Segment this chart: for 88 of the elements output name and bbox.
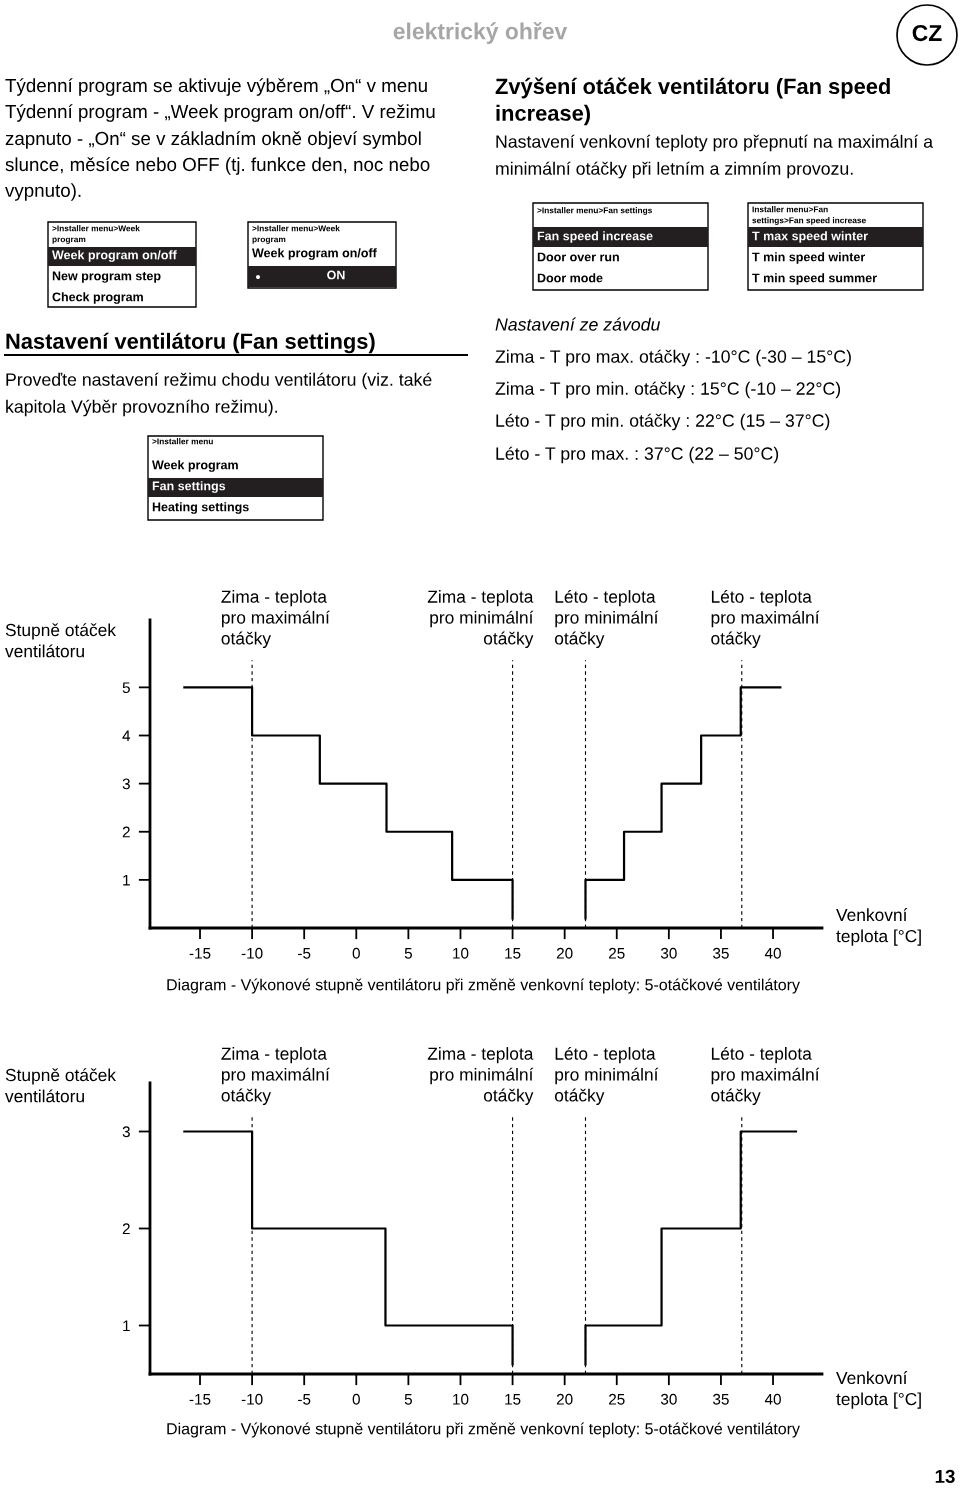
text: Fan settings xyxy=(152,481,226,493)
x-tick-label: 20 xyxy=(556,947,573,959)
text: slunce, měsíce nebo OFF (tj. funkce den, noc nebo xyxy=(5,157,430,175)
y-axis-title: Stupně otáček ventilátoru xyxy=(5,1068,117,1103)
text: minimální otáčky při letním a zimním provozu. xyxy=(496,161,853,179)
text: elektrický ohřev xyxy=(393,22,568,44)
ref-line-label: Léto - teplota pro maximální otáčky xyxy=(711,1046,820,1105)
x-tick-label: -5 xyxy=(298,948,311,959)
x-tick-label: 5 xyxy=(404,948,412,959)
text: Proveďte nastavení režimu chodu ventilátoru (viz. také xyxy=(6,372,432,390)
y-tick-label: 2 xyxy=(122,826,130,838)
x-tick-label: -10 xyxy=(241,1393,263,1405)
text: Installer menu>Fan xyxy=(752,206,828,213)
text: Week program xyxy=(152,460,238,472)
ref-line-label: Zima - teplota pro minimální otáčky xyxy=(427,590,534,648)
ref-line-label: Zima - teplota pro minimální otáčky xyxy=(427,1047,534,1105)
ref-line-label: Zima - teplota pro maximální otáčky xyxy=(221,1047,330,1105)
text: New program step xyxy=(52,271,161,283)
text: >Installer menu xyxy=(152,438,213,445)
y-tick-label: 2 xyxy=(122,1223,130,1235)
text: increase) xyxy=(496,104,590,126)
text: vypnuto). xyxy=(5,183,81,201)
x-tick-label: 15 xyxy=(505,948,521,959)
y-tick-label: 3 xyxy=(122,1126,130,1138)
text: Check program xyxy=(52,292,143,304)
text: T max speed winter xyxy=(752,231,868,243)
y-tick-label: 5 xyxy=(122,682,130,694)
text: >Installer menu>Fan settings xyxy=(537,207,652,215)
x-tick-label: -10 xyxy=(241,947,263,959)
text: Nastavení venkovní teploty pro přepnutí na maximální a xyxy=(496,134,934,152)
y-tick-label: 1 xyxy=(123,1320,130,1332)
x-tick-label: 5 xyxy=(404,1394,412,1405)
ref-line-label: Léto - teplota pro minimální otáčky xyxy=(554,1046,659,1105)
x-tick-label: 15 xyxy=(505,1394,521,1405)
x-tick-label: 25 xyxy=(609,947,625,959)
text: Léto - T pro max. : 37°C (22 – 50°C) xyxy=(496,446,779,464)
x-tick-label: 30 xyxy=(660,1393,677,1405)
ref-line-label: Léto - teplota pro maximální otáčky xyxy=(711,589,820,648)
y-tick-label: 4 xyxy=(122,730,131,742)
y-tick-label: 1 xyxy=(123,874,130,886)
x-tick-label: 0 xyxy=(352,1393,360,1405)
x-tick-label: 40 xyxy=(764,947,781,959)
x-axis-title: Venkovní teplota [°C] xyxy=(836,908,921,946)
text: Zima - T pro min. otáčky : 15°C (-10 – 22°C) xyxy=(495,381,841,399)
text: kapitola Výběr provozního režimu). xyxy=(6,399,278,417)
text: Léto - T pro min. otáčky : 22°C (15 – 37°C) xyxy=(496,413,830,431)
x-tick-label: -15 xyxy=(189,948,211,959)
text: >Installer menu>Week xyxy=(52,225,140,232)
text: Zima - T pro max. otáčky : -10°C (-30 – 15°C) xyxy=(495,349,851,367)
text: program xyxy=(252,237,286,244)
text: Zvýšení otáček ventilátoru (Fan speed xyxy=(495,77,890,99)
text: program xyxy=(52,237,86,244)
x-tick-label: 40 xyxy=(764,1393,781,1405)
text: CZ xyxy=(912,24,942,42)
text: T min speed winter xyxy=(752,252,866,264)
text: T min speed summer xyxy=(752,273,877,285)
text: ON xyxy=(327,270,345,280)
text: Door over run xyxy=(537,252,619,262)
text: Týdenní program se aktivuje výběrem „On“ v menu xyxy=(5,78,427,96)
x-tick-label: 10 xyxy=(453,1393,469,1405)
text: Week program on/off xyxy=(252,248,377,260)
x-tick-label: 10 xyxy=(453,947,469,959)
text: Diagram - Výkonové stupně ventilátoru při změně venkovní teploty: 5-otáčkové ventilátory xyxy=(167,1422,800,1438)
x-tick-label: 20 xyxy=(556,1393,573,1405)
ref-line-label: Zima - teplota pro maximální otáčky xyxy=(221,590,330,648)
ref-line-label: Léto - teplota pro minimální otáčky xyxy=(554,589,659,648)
y-axis-title: Stupně otáček ventilátoru xyxy=(5,623,117,658)
x-tick-label: 25 xyxy=(609,1393,625,1405)
x-tick-label: 35 xyxy=(713,947,729,959)
text: Door mode xyxy=(537,273,603,283)
text: Nastavení ventilátoru (Fan settings) xyxy=(6,332,375,354)
text: 13 xyxy=(935,1469,955,1484)
text: zapnuto - „On“ se v základním okně objeví symbol xyxy=(5,131,421,149)
text: Heating settings xyxy=(152,502,249,514)
text: Week program on/off xyxy=(52,250,177,262)
x-tick-label: 30 xyxy=(660,947,677,959)
text: Týdenní program - „Week program on/off“. V režimu xyxy=(5,104,435,122)
x-tick-label: -5 xyxy=(298,1394,311,1405)
y-tick-label: 3 xyxy=(122,778,130,790)
x-tick-label: 0 xyxy=(352,947,360,959)
text: Fan speed increase xyxy=(537,231,653,243)
x-tick-label: 35 xyxy=(713,1393,729,1405)
x-tick-label: -15 xyxy=(189,1394,211,1405)
x-axis-title: Venkovní teplota [°C] xyxy=(836,1371,921,1409)
text: Nastavení ze závodu xyxy=(495,317,661,331)
text: settings>Fan speed increase xyxy=(752,217,866,225)
text: Diagram - Výkonové stupně ventilátoru při změně venkovní teploty: 5-otáčkové ventilátory xyxy=(167,978,800,994)
text: >Installer menu>Week xyxy=(252,225,340,232)
